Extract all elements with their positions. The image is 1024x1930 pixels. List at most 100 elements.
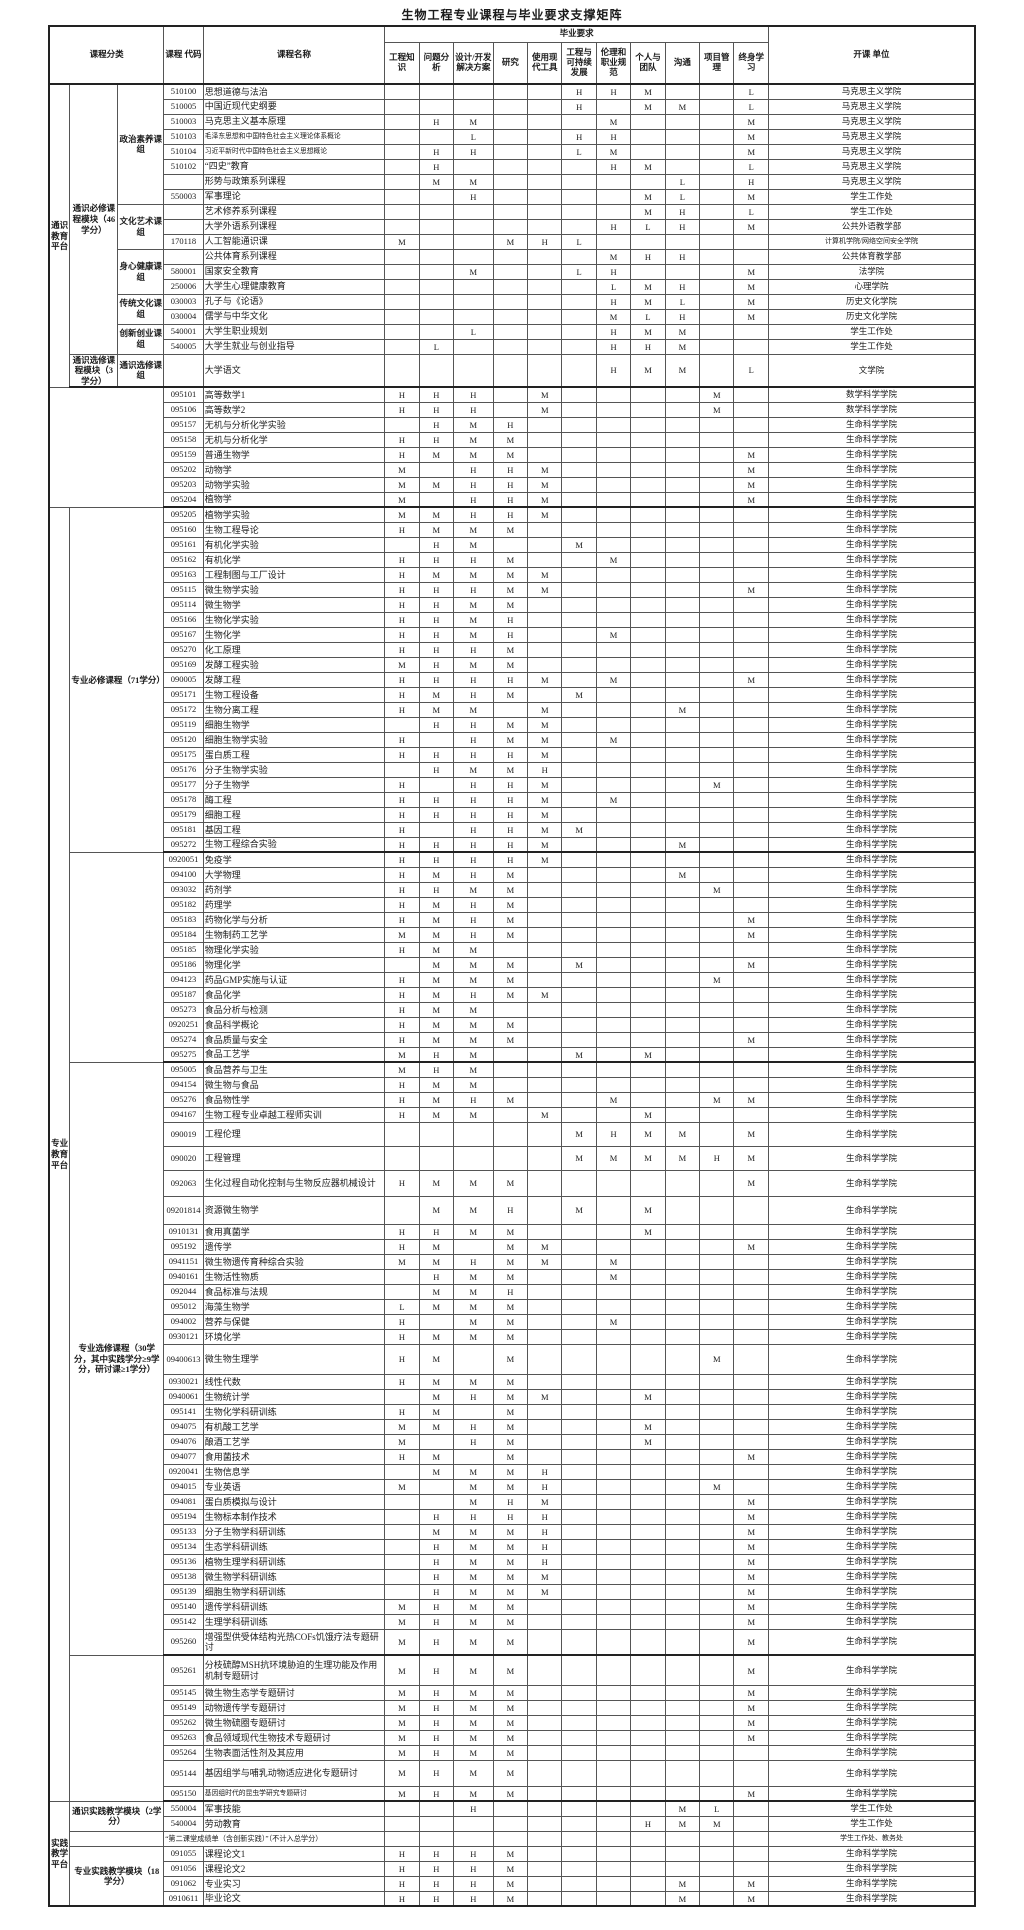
table-row: 专业选修课程（30学分，其中实践学分≥9学分，研讨课≥1学分） 095005 食品营… — [49, 1061, 976, 1656]
mark-cell — [595, 836, 632, 854]
mark-cell — [561, 446, 597, 463]
table-row: 095141 生物化学科研训练 H M M 生命科学学院 — [49, 1403, 976, 1420]
course-unit: 生命科学学院 — [767, 806, 976, 823]
course-code: 095184 — [163, 926, 204, 943]
mark-cell: H — [384, 836, 420, 854]
mark-cell — [699, 926, 735, 943]
course-unit: 生命科学学院 — [767, 1046, 976, 1064]
course-unit: 文学院 — [767, 353, 976, 389]
mark-cell — [630, 1538, 666, 1555]
mark-cell: M — [453, 1268, 494, 1285]
mark-cell — [699, 248, 735, 265]
mark-cell — [595, 461, 632, 478]
mark-cell — [664, 746, 701, 763]
course-code: 095144 — [163, 1759, 204, 1787]
mark-cell — [733, 323, 769, 340]
mark-cell — [699, 611, 735, 628]
mark-cell — [527, 203, 563, 220]
mark-cell: H — [527, 1553, 563, 1570]
mark-cell — [527, 1744, 563, 1761]
mark-cell — [699, 626, 735, 643]
mark-cell — [733, 1061, 769, 1078]
mark-cell — [595, 911, 632, 928]
course-name: 生态学科研训练 — [202, 1538, 386, 1555]
mark-cell — [664, 911, 701, 928]
mark-cell: H — [561, 83, 597, 100]
mark-cell — [595, 1283, 632, 1300]
mark-cell — [699, 98, 735, 115]
mark-cell — [527, 1091, 563, 1108]
mark-cell: M — [527, 461, 563, 478]
mark-cell — [664, 971, 701, 988]
mark-cell — [492, 941, 529, 958]
mark-cell — [527, 1860, 563, 1877]
table-row: 095106 高等数学2 H H H M M 数学科学学院 — [49, 401, 976, 418]
category-cell: 通识选修课组 — [117, 353, 165, 389]
mark-cell — [561, 1433, 597, 1450]
mark-cell: M — [664, 353, 701, 389]
mark-cell: L — [418, 338, 455, 355]
mark-cell: M — [561, 1121, 597, 1147]
mark-cell: M — [492, 1628, 529, 1657]
course-name: 无机与分析化学实验 — [202, 416, 386, 433]
mark-cell — [384, 1283, 420, 1300]
mark-cell: M — [733, 218, 769, 235]
mark-cell — [630, 143, 666, 160]
mark-cell — [527, 1433, 563, 1450]
mark-cell: H — [418, 401, 455, 418]
mark-cell — [733, 1800, 769, 1817]
course-unit: 公共外语教学部 — [767, 218, 976, 235]
course-unit: 生命科学学院 — [767, 1714, 976, 1731]
table-row: 094081 蛋白质模拟与设计 M H M M 生命科学学院 — [49, 1493, 976, 1510]
course-name: 物理化学实验 — [202, 941, 386, 958]
mark-cell — [527, 1598, 563, 1615]
mark-cell: H — [492, 1283, 529, 1300]
table-row: 095163 工程制图与工厂设计 H M M M M 生命科学学院 — [49, 566, 976, 583]
mark-cell — [384, 128, 420, 145]
course-name: 植物学实验 — [202, 506, 386, 523]
mark-cell — [733, 746, 769, 763]
table-row: 030004 儒学与中华文化 M L H M 历史文化学院 — [49, 308, 976, 325]
course-unit: 生命科学学院 — [767, 1328, 976, 1345]
mark-cell — [561, 596, 597, 613]
mark-cell — [453, 293, 494, 310]
mark-cell: M — [527, 1493, 563, 1510]
table-row: 095142 生理学科研训练 M H M M M 生命科学学院 — [49, 1613, 976, 1630]
mark-cell — [492, 113, 529, 130]
table-row: 550003 军事理论 H M L M 学生工作处 — [49, 188, 976, 205]
mark-cell: H — [595, 338, 632, 355]
course-code: 510005 — [163, 98, 204, 115]
category-cell: 身心健康课组 — [117, 248, 165, 295]
course-unit: 生命科学学院 — [767, 1106, 976, 1123]
table-row: 094123 药品GMP实施与认证 H M M M M 生命科学学院 — [49, 971, 976, 988]
mark-cell: M — [527, 701, 563, 718]
mark-cell: M — [453, 1523, 494, 1540]
mark-cell: H — [733, 173, 769, 190]
course-code: 095178 — [163, 791, 204, 808]
mark-cell — [733, 1343, 769, 1375]
table-row: 专业教育平台 专业必修课程（71学分） 095205 植物学实验 M M H H M 生命科学学院 — [48, 506, 976, 1802]
course-code: 095162 — [163, 551, 204, 568]
mark-cell: H — [492, 776, 529, 793]
mark-cell — [384, 416, 420, 433]
mark-cell — [699, 158, 735, 175]
mark-cell — [561, 476, 597, 493]
table-row: 095159 普通生物学 H M M M M 生命科学学院 — [49, 446, 976, 463]
mark-cell — [561, 1031, 597, 1048]
mark-cell — [527, 98, 563, 115]
mark-cell — [384, 263, 420, 280]
mark-cell: H — [384, 896, 420, 913]
mark-cell — [733, 986, 769, 1003]
mark-cell: L — [733, 98, 769, 115]
mark-cell — [561, 1729, 597, 1746]
mark-cell — [595, 866, 632, 883]
mark-cell — [384, 1388, 420, 1405]
course-name: 药剂学 — [202, 881, 386, 898]
mark-cell: M — [418, 686, 455, 703]
mark-cell: H — [453, 1860, 494, 1877]
mark-cell — [595, 896, 632, 913]
mark-cell — [595, 386, 632, 403]
mark-cell — [492, 1121, 529, 1147]
mark-cell: M — [664, 1890, 701, 1907]
mark-cell: H — [418, 143, 455, 160]
